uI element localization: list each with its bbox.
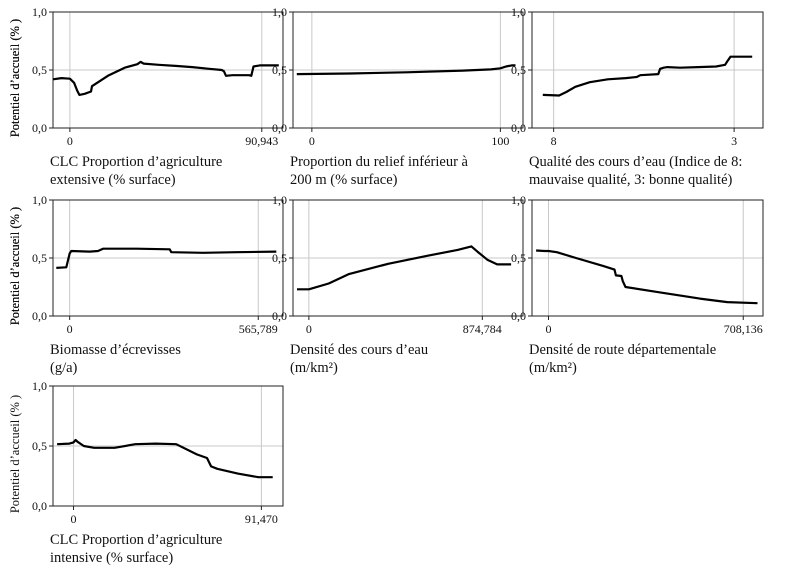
y-tick-label: 0,0 <box>32 499 47 513</box>
x-axis-label: Densité de route départementale (m/km²) <box>529 342 716 376</box>
x-axis-label-line: 200 m (% surface) <box>290 172 398 188</box>
panel-6: 0,0 0,5 1,0 0 708,136 Densité de route départ… <box>8 193 764 376</box>
response-curve <box>542 55 753 97</box>
x-tick-label: 8 <box>551 134 557 148</box>
y-tick-label: 1,0 <box>272 5 287 19</box>
y-tick-label: 0,5 <box>32 251 47 265</box>
x-axis-label-line: Qualité des cours d’eau (Indice de 8: <box>529 154 742 170</box>
x-tick-label: 708,136 <box>724 322 763 336</box>
x-axis-label-line: CLC Proportion d’agriculture <box>50 532 222 548</box>
x-tick-label: 0 <box>546 322 552 336</box>
y-axis-label: Potentiel d’accueil (% ) <box>8 19 22 137</box>
x-axis-label-line: (g/a) <box>50 360 78 376</box>
x-axis-label-line: intensive (% surface) <box>50 550 173 566</box>
y-tick-label: 1,0 <box>32 379 47 393</box>
x-axis-label: Densité des cours d’eau (m/km²) <box>290 342 428 376</box>
panel-7: 0,0 0,5 1,0 0 91,470 CLC Proportion d’agricul… <box>8 379 284 566</box>
y-tick-label: 0,0 <box>32 121 47 135</box>
y-axis-label: Potentiel d’accueil (% ) <box>8 19 22 137</box>
y-tick-label: 0,0 <box>32 309 47 323</box>
x-axis-label-line: (m/km²) <box>290 360 338 376</box>
y-axis-label: Potentiel d’accueil (% ) <box>8 395 22 513</box>
y-tick-label: 1,0 <box>511 5 526 19</box>
x-tick-label: 0 <box>71 512 77 526</box>
y-tick-label: 1,0 <box>272 193 287 207</box>
x-axis-label: Biomasse d’écrevisses (g/a) <box>50 342 181 376</box>
y-tick-label: 1,0 <box>511 193 526 207</box>
response-curve <box>296 64 516 76</box>
x-axis-label-line: CLC Proportion d’agriculture <box>50 154 222 170</box>
y-axis-label: Potentiel d’accueil (% ) <box>8 207 22 325</box>
panel-4: 0,0 0,5 1,0 0 565,789 Biomasse d’écrevisses (g… <box>8 193 284 376</box>
y-tick-label: 0,0 <box>511 309 526 323</box>
panel-1: 0,0 0,5 1,0 0 90,943 CLC Proportion d’agricul… <box>8 5 284 188</box>
x-axis-label-line: Biomasse d’écrevisses <box>50 342 181 358</box>
x-axis-label: Qualité des cours d’eau (Indice de 8: mau… <box>529 154 742 188</box>
x-tick-label: 0 <box>67 134 73 148</box>
x-axis-label: CLC Proportion d’agriculture intensive (%… <box>50 532 222 566</box>
y-axis-label: Potentiel d’accueil (% ) <box>8 207 22 325</box>
panel-2: 0,0 0,5 1,0 0 100 Proportion du relief inféri… <box>8 5 524 188</box>
y-tick-label: 0,5 <box>272 251 287 265</box>
y-tick-label: 1,0 <box>32 5 47 19</box>
x-axis-label-line: Densité de route départementale <box>529 342 716 358</box>
x-tick-label: 100 <box>491 134 509 148</box>
y-tick-label: 1,0 <box>32 193 47 207</box>
response-curve <box>52 60 279 96</box>
response-curve <box>297 245 512 291</box>
x-axis-label-line: Densité des cours d’eau <box>290 342 428 358</box>
response-curve <box>56 247 277 269</box>
x-axis-label: Proportion du relief inférieur à 200 m (%… <box>290 154 469 188</box>
y-axis-label: Potentiel d’accueil (% ) <box>8 19 22 137</box>
x-tick-label: 874,784 <box>463 322 502 336</box>
x-axis-label-line: extensive (% surface) <box>50 172 176 188</box>
x-tick-label: 0 <box>309 134 315 148</box>
panel-5: 0,0 0,5 1,0 0 874,784 Densité des cours d’eau… <box>8 193 524 376</box>
x-tick-label: 91,470 <box>245 512 278 526</box>
x-axis-label-line: (m/km²) <box>529 360 577 376</box>
y-tick-label: 0,0 <box>511 121 526 135</box>
x-axis-label-line: Proportion du relief inférieur à <box>290 154 469 170</box>
y-axis-label: Potentiel d’accueil (% ) <box>8 207 22 325</box>
y-tick-label: 0,5 <box>32 63 47 77</box>
y-tick-label: 0,5 <box>511 63 526 77</box>
y-tick-label: 0,5 <box>32 439 47 453</box>
y-tick-label: 0,0 <box>272 121 287 135</box>
y-tick-label: 0,0 <box>272 309 287 323</box>
y-tick-label: 0,5 <box>272 63 287 77</box>
x-tick-label: 565,789 <box>239 322 278 336</box>
response-curve <box>57 438 273 479</box>
response-curve <box>536 249 758 305</box>
y-tick-label: 0,5 <box>511 251 526 265</box>
x-tick-label: 90,943 <box>245 134 278 148</box>
x-tick-label: 0 <box>306 322 312 336</box>
x-axis-label-line: mauvaise qualité, 3: bonne qualité) <box>529 172 733 188</box>
x-axis-label: CLC Proportion d’agriculture extensive (%… <box>50 154 222 188</box>
x-tick-label: 0 <box>67 322 73 336</box>
panel-3: 0,0 0,5 1,0 8 3 Qualité des cours d’eau (Indi… <box>8 5 764 188</box>
x-tick-label: 3 <box>731 134 737 148</box>
